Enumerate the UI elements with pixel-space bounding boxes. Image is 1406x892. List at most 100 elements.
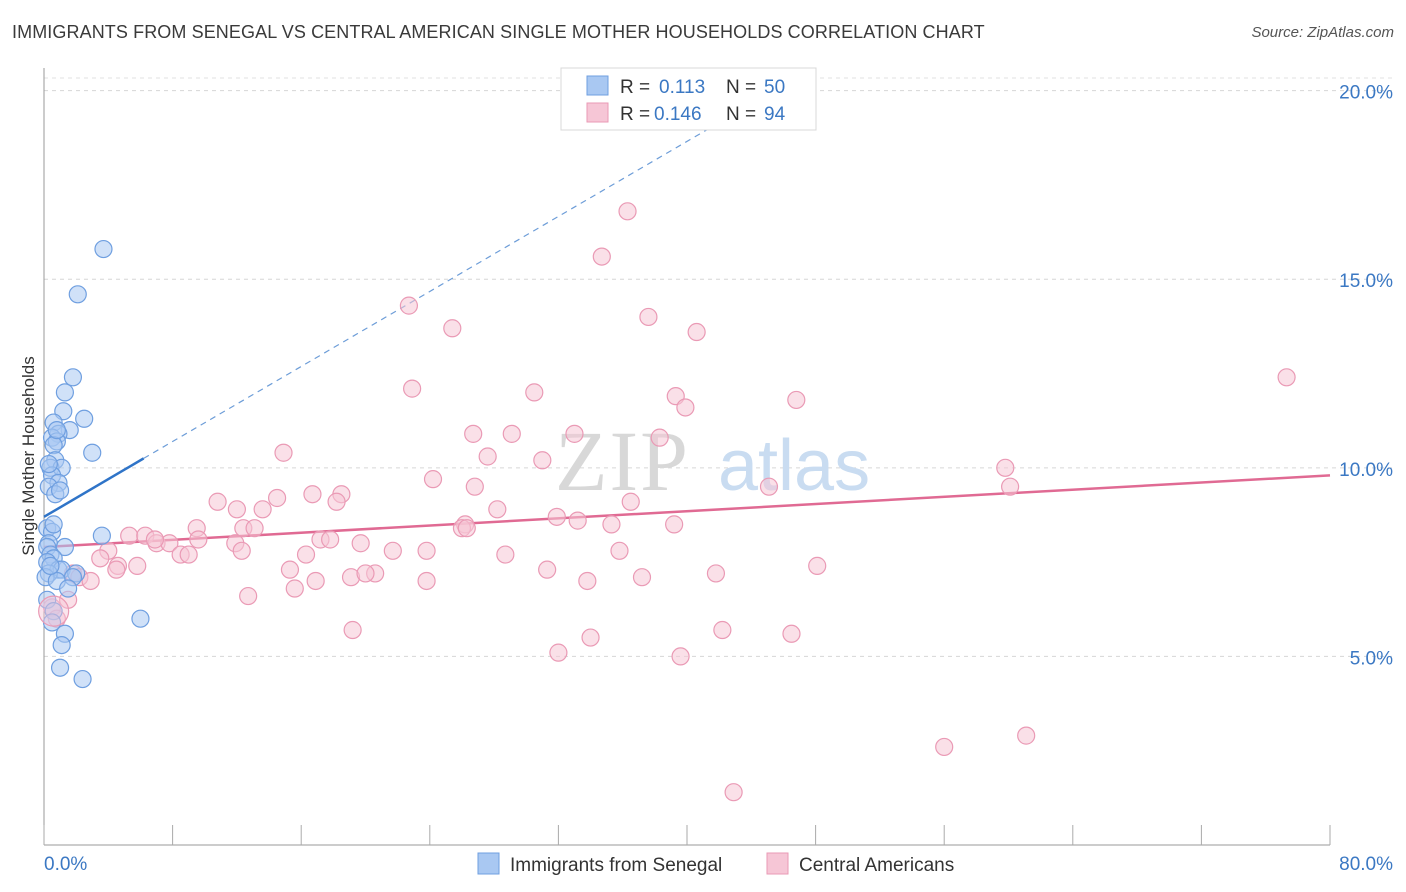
point-central-americans[interactable]	[549, 643, 568, 662]
point-central-americans[interactable]	[417, 541, 436, 560]
point-central-americans[interactable]	[533, 451, 552, 470]
point-central-americans[interactable]	[787, 390, 806, 410]
point-central-americans[interactable]	[227, 500, 246, 519]
point-central-americans[interactable]	[321, 530, 340, 549]
point-senegal[interactable]	[83, 443, 102, 462]
point-central-americans[interactable]	[399, 296, 419, 315]
point-central-americans[interactable]	[676, 398, 695, 417]
point-senegal[interactable]	[44, 515, 63, 534]
point-central-americans[interactable]	[538, 560, 557, 579]
point-senegal[interactable]	[73, 669, 92, 689]
point-senegal[interactable]	[68, 285, 87, 304]
point-central-americans[interactable]	[443, 319, 462, 338]
legend-label-central-americans[interactable]: Central Americans	[799, 855, 954, 876]
point-central-americans[interactable]	[650, 428, 669, 447]
point-senegal[interactable]	[131, 609, 150, 628]
point-central-americans[interactable]	[935, 737, 954, 757]
point-central-americans[interactable]	[253, 500, 272, 519]
point-central-americans[interactable]	[502, 424, 521, 443]
point-central-americans[interactable]	[671, 647, 690, 666]
point-central-americans[interactable]	[457, 519, 476, 538]
point-senegal[interactable]	[94, 239, 113, 259]
point-central-americans[interactable]	[208, 492, 227, 511]
point-senegal[interactable]	[41, 556, 60, 575]
point-central-americans[interactable]	[592, 247, 611, 266]
point-central-americans[interactable]	[465, 477, 484, 496]
point-central-americans[interactable]	[996, 458, 1015, 477]
point-central-americans[interactable]	[303, 485, 322, 504]
point-central-americans[interactable]	[565, 424, 584, 443]
point-senegal[interactable]	[59, 579, 78, 598]
stats-n-label-2: N =	[726, 104, 756, 125]
point-central-americans[interactable]	[568, 511, 587, 530]
point-central-americans[interactable]	[706, 564, 726, 583]
point-central-americans[interactable]	[713, 620, 732, 640]
point-central-americans[interactable]	[91, 549, 110, 568]
point-senegal[interactable]	[55, 537, 74, 557]
point-senegal[interactable]	[63, 368, 83, 387]
point-senegal[interactable]	[47, 420, 66, 440]
legend-label-senegal[interactable]: Immigrants from Senegal	[510, 855, 722, 876]
point-central-americans[interactable]	[578, 571, 597, 591]
point-central-americans[interactable]	[525, 383, 544, 402]
point-central-americans[interactable]	[383, 541, 402, 560]
point-central-americans[interactable]	[1017, 726, 1036, 745]
point-central-americans[interactable]	[759, 477, 779, 496]
point-central-americans[interactable]	[488, 500, 507, 519]
point-central-americans[interactable]	[81, 571, 100, 591]
point-central-americans[interactable]	[618, 202, 637, 221]
point-central-americans[interactable]	[547, 507, 566, 526]
point-senegal[interactable]	[50, 481, 70, 500]
point-central-americans[interactable]	[581, 628, 600, 647]
point-senegal[interactable]	[92, 526, 111, 545]
point-central-americans[interactable]	[724, 783, 743, 802]
point-central-americans[interactable]	[232, 541, 251, 560]
point-central-americans[interactable]	[464, 424, 483, 443]
point-central-americans[interactable]	[107, 560, 126, 579]
point-central-americans[interactable]	[179, 545, 198, 564]
point-central-americans[interactable]	[423, 470, 443, 489]
point-central-americans[interactable]	[496, 545, 515, 564]
point-central-americans[interactable]	[610, 541, 629, 560]
point-central-americans[interactable]	[296, 545, 316, 564]
point-senegal[interactable]	[75, 409, 94, 428]
point-central-americans[interactable]	[280, 560, 300, 579]
point-central-americans[interactable]	[1001, 477, 1020, 496]
point-central-americans[interactable]	[808, 556, 827, 575]
point-central-americans[interactable]	[145, 530, 165, 549]
point-central-americans[interactable]	[274, 443, 293, 462]
point-central-americans[interactable]	[356, 564, 375, 583]
point-senegal[interactable]	[44, 436, 63, 455]
point-senegal[interactable]	[50, 658, 70, 677]
point-central-americans[interactable]	[621, 492, 640, 511]
point-central-americans-cluster[interactable]	[38, 595, 70, 627]
point-central-americans[interactable]	[343, 620, 362, 640]
point-central-americans[interactable]	[602, 515, 621, 534]
point-senegal[interactable]	[52, 635, 71, 655]
point-central-americans[interactable]	[632, 568, 652, 587]
point-central-americans[interactable]	[687, 322, 706, 342]
legend-swatch-central-americans[interactable]	[766, 852, 789, 875]
point-central-americans[interactable]	[239, 586, 258, 606]
point-central-americans[interactable]	[403, 379, 422, 398]
point-central-americans[interactable]	[478, 447, 497, 466]
point-central-americans[interactable]	[639, 307, 658, 327]
point-central-americans[interactable]	[351, 534, 370, 553]
point-central-americans[interactable]	[306, 571, 325, 591]
point-central-americans[interactable]	[245, 519, 264, 538]
point-central-americans[interactable]	[189, 530, 208, 549]
point-central-americans[interactable]	[267, 488, 287, 508]
point-central-americans[interactable]	[665, 515, 684, 534]
point-central-americans[interactable]	[327, 492, 346, 511]
chart-title: IMMIGRANTS FROM SENEGAL VS CENTRAL AMERI…	[12, 22, 985, 42]
point-central-americans[interactable]	[120, 526, 139, 545]
point-central-americans[interactable]	[285, 579, 304, 598]
point-central-americans[interactable]	[128, 556, 147, 575]
y-tick-label: 10.0%	[1339, 460, 1393, 481]
point-central-americans[interactable]	[417, 571, 436, 591]
point-central-americans[interactable]	[782, 624, 801, 643]
legend-swatch-senegal[interactable]	[477, 852, 500, 875]
point-senegal[interactable]	[55, 383, 74, 402]
point-central-americans[interactable]	[1277, 368, 1296, 387]
point-senegal[interactable]	[39, 454, 58, 474]
